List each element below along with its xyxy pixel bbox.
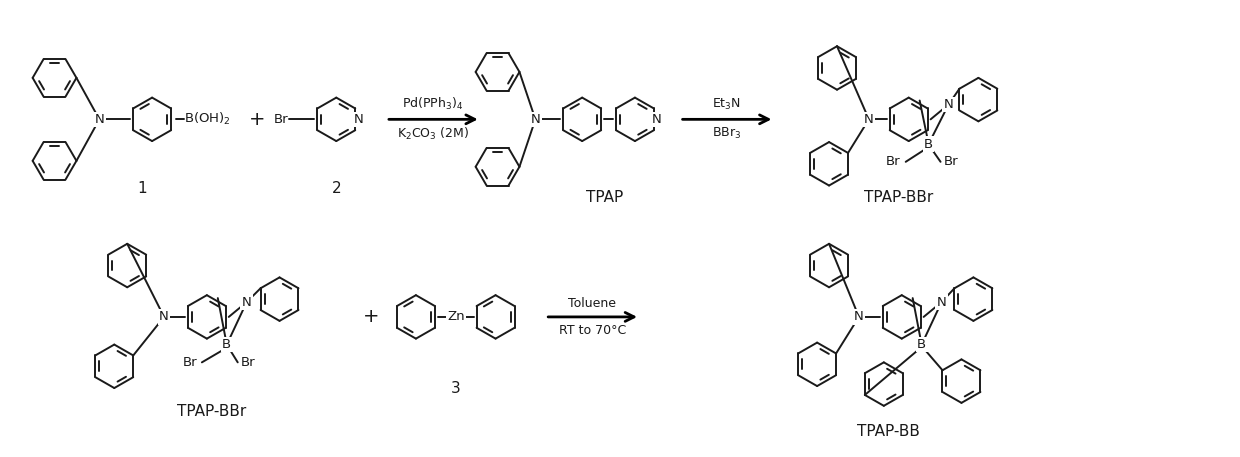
Text: N: N [94, 113, 104, 126]
Text: N: N [159, 310, 169, 324]
Text: 1: 1 [138, 181, 148, 196]
Text: K$_2$CO$_3$ (2M): K$_2$CO$_3$ (2M) [397, 126, 469, 143]
Text: N: N [652, 113, 662, 126]
Text: Br: Br [182, 356, 197, 369]
Text: Br: Br [887, 155, 900, 168]
Text: Br: Br [274, 113, 288, 126]
Text: N: N [242, 296, 252, 308]
Text: N: N [854, 310, 864, 324]
Text: N: N [944, 98, 954, 111]
Text: B: B [918, 338, 926, 351]
Text: N: N [936, 296, 946, 308]
Text: B: B [924, 138, 934, 150]
Text: Et$_3$N: Et$_3$N [712, 97, 742, 112]
Text: BBr$_3$: BBr$_3$ [712, 126, 742, 141]
Text: TPAP-BB: TPAP-BB [857, 424, 920, 439]
Text: TPAP-BBr: TPAP-BBr [864, 191, 934, 206]
Text: B(OH)$_2$: B(OH)$_2$ [184, 112, 231, 128]
Text: N: N [864, 113, 874, 126]
Text: B: B [222, 338, 232, 351]
Text: Zn: Zn [446, 310, 465, 324]
Text: +: + [363, 308, 379, 326]
Text: 2: 2 [331, 181, 341, 196]
Text: +: + [248, 110, 265, 129]
Text: 3: 3 [451, 381, 460, 396]
Text: Br: Br [241, 356, 255, 369]
Text: Br: Br [944, 155, 959, 168]
Text: TPAP: TPAP [587, 191, 624, 206]
Text: Pd(PPh$_3$)$_4$: Pd(PPh$_3$)$_4$ [402, 96, 464, 112]
Text: N: N [353, 113, 363, 126]
Text: TPAP-BBr: TPAP-BBr [177, 404, 247, 419]
Text: Toluene: Toluene [568, 297, 616, 310]
Text: N: N [531, 113, 541, 126]
Text: RT to 70°C: RT to 70°C [558, 324, 626, 337]
